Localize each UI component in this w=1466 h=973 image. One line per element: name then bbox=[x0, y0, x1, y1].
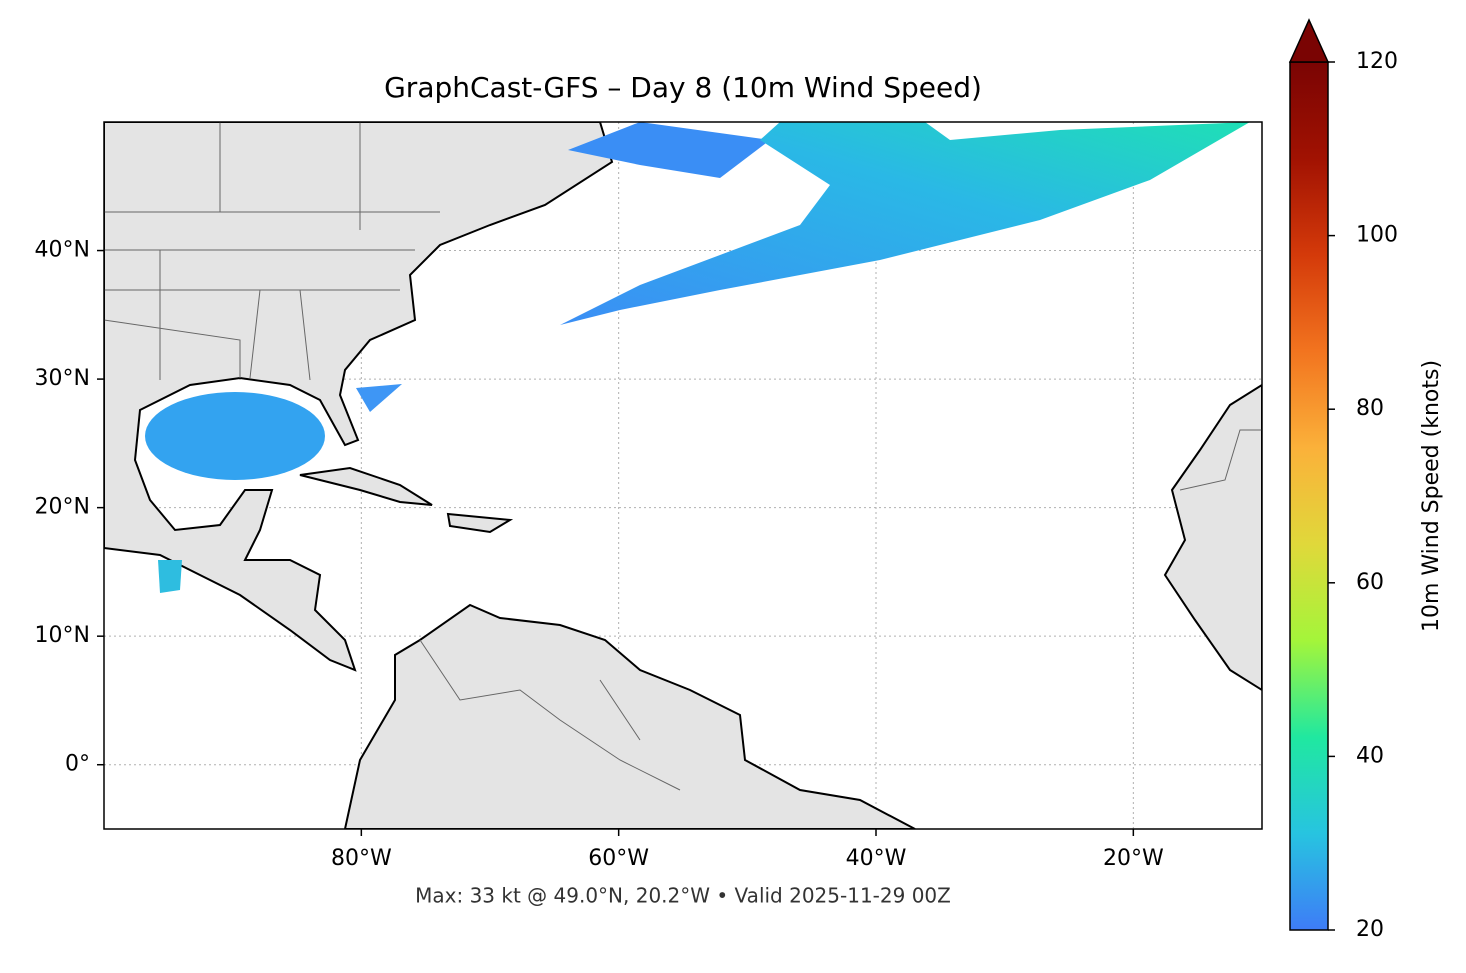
y-tick-label: 40°N bbox=[35, 238, 90, 263]
borders bbox=[104, 122, 1262, 791]
north-america bbox=[104, 122, 614, 672]
colorbar: 20 40 60 80 100 120 10m Wind Speed (knots) bbox=[1288, 18, 1444, 942]
x-tick-label: 40°W bbox=[846, 846, 907, 871]
wind-field bbox=[356, 384, 402, 412]
wind-field bbox=[568, 122, 770, 178]
x-tick-label: 80°W bbox=[331, 846, 392, 871]
colorbar-tick-label: 20 bbox=[1356, 917, 1384, 942]
colorbar-extend bbox=[1288, 18, 1330, 63]
south-america bbox=[343, 603, 916, 829]
wind-field bbox=[560, 122, 1250, 325]
colorbar-tick-label: 120 bbox=[1356, 49, 1398, 74]
map-frame bbox=[103, 121, 1263, 830]
wind-field bbox=[158, 560, 182, 593]
colorbar-gradient bbox=[1289, 61, 1329, 931]
colorbar-tick-label: 100 bbox=[1356, 223, 1398, 248]
colorbar-tick-label: 80 bbox=[1356, 396, 1384, 421]
africa bbox=[1163, 383, 1262, 692]
colorbar-tick-label: 60 bbox=[1356, 570, 1384, 595]
footer: Max: 33 kt @ 49.0°N, 20.2°W • Valid 2025… bbox=[415, 884, 951, 908]
map bbox=[104, 122, 1262, 829]
grid bbox=[104, 122, 1262, 829]
hispaniola bbox=[446, 512, 514, 534]
x-tick-label: 60°W bbox=[588, 846, 649, 871]
y-tick-label: 30°N bbox=[35, 366, 90, 391]
cuba bbox=[299, 466, 433, 506]
colorbar-label: 10m Wind Speed (knots) bbox=[1419, 360, 1444, 632]
wind-field bbox=[145, 392, 325, 480]
x-tick-label: 20°W bbox=[1103, 846, 1164, 871]
colorbar-tick-label: 40 bbox=[1356, 743, 1384, 768]
y-tick-label: 20°N bbox=[35, 495, 90, 520]
y-tick-label: 10°N bbox=[35, 623, 90, 648]
chart-title: GraphCast-GFS – Day 8 (10m Wind Speed) bbox=[384, 71, 982, 104]
y-tick-label: 0° bbox=[65, 752, 90, 777]
